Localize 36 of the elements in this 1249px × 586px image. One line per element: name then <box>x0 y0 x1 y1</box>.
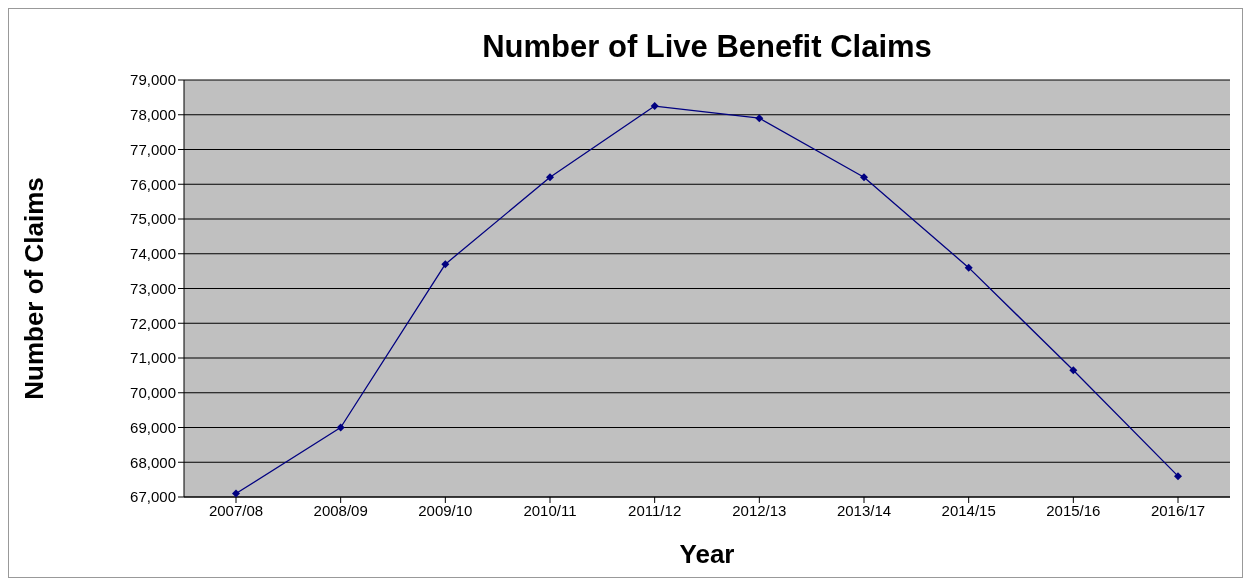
x-tick-label: 2010/11 <box>523 501 577 519</box>
point <box>1069 366 1078 375</box>
x-tick-label: 2009/10 <box>418 501 473 519</box>
y-tick-label: 72,000 <box>130 314 176 332</box>
x-tick-label: 2015/16 <box>1046 501 1101 519</box>
point <box>1174 472 1182 481</box>
y-tick-label: 71,000 <box>130 349 176 367</box>
y-tick-label: 69,000 <box>130 418 176 436</box>
y-tick-label: 76,000 <box>130 175 176 193</box>
x-tick-label: 2012/13 <box>732 501 787 519</box>
y-tick-label: 73,000 <box>130 279 176 297</box>
y-tick-label: 79,000 <box>130 71 176 89</box>
x-tick-label: 2016/17 <box>1150 501 1206 519</box>
x-tick-label: 2014/15 <box>941 501 996 519</box>
y-tick-label: 74,000 <box>130 245 176 263</box>
y-tick-label: 68,000 <box>130 453 176 471</box>
point <box>441 260 450 269</box>
y-axis-title: Number of Claims <box>19 177 50 400</box>
y-tick-label: 70,000 <box>130 384 176 402</box>
x-tick-label: 2008/09 <box>313 501 368 519</box>
x-tick-label: 2007/08 <box>208 501 264 519</box>
y-tick-label: 75,000 <box>130 210 176 228</box>
x-axis-title: Year <box>679 539 735 569</box>
point <box>336 423 345 432</box>
point <box>650 102 659 111</box>
y-tick-label: 78,000 <box>130 106 176 124</box>
chart-title: Number of Live Benefit Claims <box>481 29 933 65</box>
point <box>546 173 554 182</box>
point <box>755 114 764 123</box>
x-tick-label: 2011/12 <box>628 501 682 519</box>
point <box>232 489 240 497</box>
point <box>964 263 973 272</box>
x-tick-label: 2013/14 <box>836 501 892 519</box>
y-tick-label: 77,000 <box>130 140 176 158</box>
y-tick-label: 67,000 <box>130 488 176 506</box>
point <box>860 173 868 182</box>
